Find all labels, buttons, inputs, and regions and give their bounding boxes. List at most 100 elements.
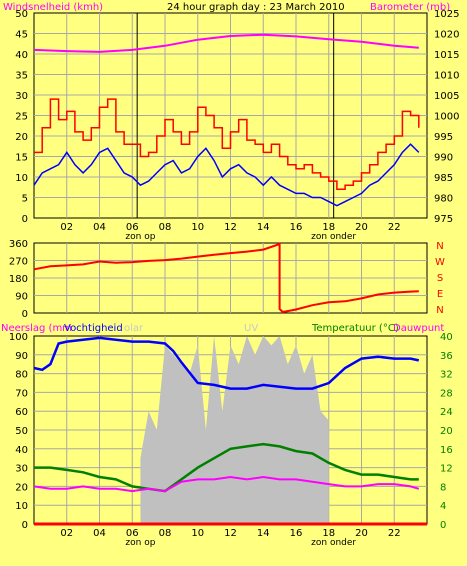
x-tick-label: 18 [322, 222, 335, 233]
x-tick-label: 08 [159, 528, 172, 539]
temperature-series-line [34, 442, 419, 493]
humidity-tick-label: 70 [15, 388, 28, 399]
barometer-tick-label: 990 [434, 153, 453, 164]
barometer-tick-label: 995 [434, 132, 453, 143]
direction-tick-label: 90 [15, 292, 28, 303]
dewpoint-axis-title: Dauwpunt [393, 323, 444, 334]
temperature-tick-label: 32 [440, 370, 453, 381]
x-tick-label: 12 [224, 528, 237, 539]
x-tick-label: 10 [191, 528, 204, 539]
barometer-tick-label: 980 [434, 194, 453, 205]
wind-tick-label: 0 [22, 214, 28, 225]
temperature-tick-label: 20 [440, 426, 453, 437]
humidity-tick-label: 0 [22, 520, 28, 531]
wind-speed-series-line [33, 143, 420, 207]
wind-tick-label: 5 [22, 194, 28, 205]
wind-direction-series-line-1 [278, 243, 419, 314]
temperature-tick-label: 24 [440, 407, 453, 418]
x-tick-label: 04 [93, 222, 106, 233]
temperature-tick-label: 28 [440, 388, 453, 399]
humidity-axis-title: Vochtigheid [64, 323, 123, 334]
x-tick-label: 16 [290, 222, 303, 233]
wind-tick-label: 40 [15, 50, 28, 61]
x-tick-label: 12 [224, 222, 237, 233]
wind-speed-axis-title: Windsnelheid (kmh) [3, 2, 103, 13]
humidity-tick-label: 10 [15, 501, 28, 512]
temperature-tick-label: 8 [440, 482, 446, 493]
humidity-tick-label: 80 [15, 370, 28, 381]
x-tick-label: 04 [93, 528, 106, 539]
compass-label: N [436, 241, 443, 252]
x-tick-label: 14 [257, 528, 270, 539]
x-tick-label: 22 [388, 528, 401, 539]
wind-tick-label: 30 [15, 91, 28, 102]
x-tick-label: 10 [191, 222, 204, 233]
wind-tick-label: 45 [15, 30, 28, 41]
compass-label: E [437, 289, 443, 300]
wind-tick-label: 35 [15, 71, 28, 82]
barometer-tick-label: 1000 [434, 112, 459, 123]
direction-tick-label: 270 [9, 257, 28, 268]
humidity-tick-label: 50 [15, 426, 28, 437]
sunset-label: zon onder [311, 232, 356, 242]
sunset-label: zon onder [311, 538, 356, 548]
humidity-tick-label: 40 [15, 445, 28, 456]
barometer-tick-label: 1005 [434, 91, 459, 102]
rain-axis-title: Neerslag (mm [1, 323, 72, 334]
x-tick-label: 22 [388, 222, 401, 233]
wind-direction-series-line-0 [33, 242, 281, 271]
barometer-tick-label: 1015 [434, 50, 459, 61]
temperature-tick-label: 40 [440, 332, 453, 343]
x-tick-label: 02 [60, 222, 73, 233]
x-tick-label: 18 [322, 528, 335, 539]
x-tick-label: 20 [355, 528, 368, 539]
barometer-tick-label: 1025 [434, 9, 459, 20]
wind-tick-label: 20 [15, 132, 28, 143]
direction-tick-label: 180 [9, 274, 28, 285]
dewpoint-series-line [33, 475, 420, 493]
x-tick-label: 16 [290, 528, 303, 539]
solar-area [140, 336, 329, 524]
compass-label: S [437, 273, 443, 284]
temperature-tick-label: 0 [440, 520, 446, 531]
solar-axis-title: olar [124, 323, 144, 334]
humidity-tick-label: 60 [15, 407, 28, 418]
uv-axis-title: UV [244, 323, 258, 334]
direction-tick-label: 360 [9, 239, 28, 250]
x-tick-label: 14 [257, 222, 270, 233]
chart-title: 24 hour graph day : 23 March 2010 [167, 2, 345, 13]
compass-label: N [436, 305, 443, 316]
temperature-tick-label: 16 [440, 445, 453, 456]
barometer-axis-title: Barometer (mb) [370, 2, 450, 13]
barometer-tick-label: 985 [434, 173, 453, 184]
x-tick-label: 20 [355, 222, 368, 233]
direction-tick-label: 0 [22, 309, 28, 320]
wind-tick-label: 15 [15, 153, 28, 164]
gust-series-line [34, 98, 420, 191]
x-tick-label: 02 [60, 528, 73, 539]
compass-label: W [435, 257, 445, 268]
humidity-tick-label: 30 [15, 464, 28, 475]
series-layer [33, 33, 427, 526]
humidity-tick-label: 90 [15, 351, 28, 362]
wind-tick-label: 25 [15, 112, 28, 123]
humidity-tick-label: 20 [15, 482, 28, 493]
sunrise-label: zon op [125, 538, 155, 548]
temperature-tick-label: 12 [440, 464, 453, 475]
barometer-series-line [33, 33, 419, 53]
tick-labels: 0510152025303540455097598098599099510001… [9, 9, 460, 548]
x-tick-label: 06 [126, 528, 139, 539]
wind-tick-label: 10 [15, 173, 28, 184]
temperature-axis-title: Temperatuur (°C) [311, 323, 399, 334]
humidity-tick-label: 100 [9, 332, 28, 343]
barometer-tick-label: 975 [434, 214, 453, 225]
x-tick-label: 06 [126, 222, 139, 233]
wind-tick-label: 50 [15, 9, 28, 20]
humidity-series-line [33, 336, 420, 390]
barometer-tick-label: 1010 [434, 71, 459, 82]
temperature-tick-label: 36 [440, 351, 453, 362]
sunrise-label: zon op [125, 232, 155, 242]
x-tick-label: 08 [159, 222, 172, 233]
